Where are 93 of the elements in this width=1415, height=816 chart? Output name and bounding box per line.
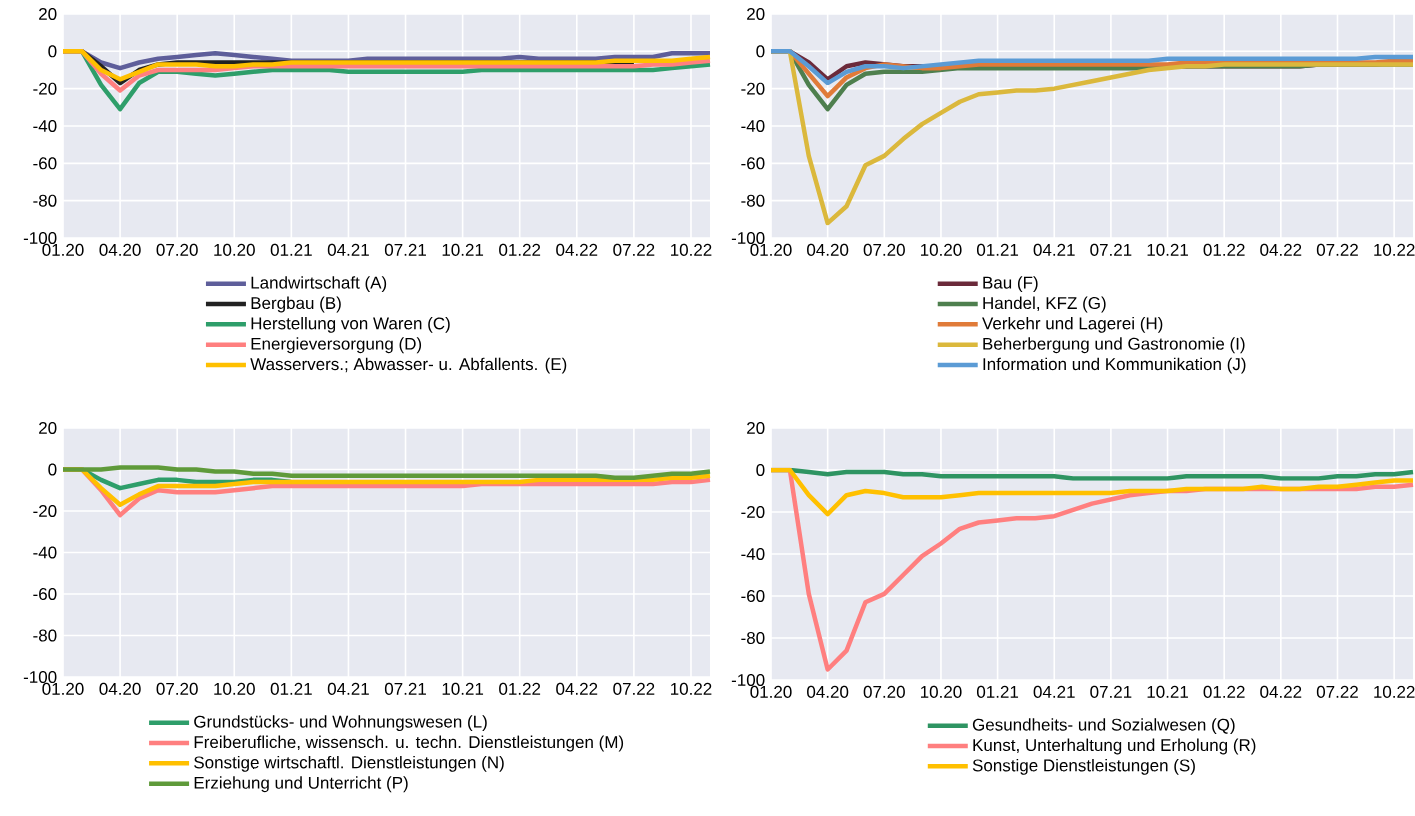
x-tick-label: 10.22 (671, 243, 712, 256)
x-tick-label: 07.21 (384, 243, 426, 256)
y-tick-label: -20 (33, 504, 57, 518)
x-tick-label: 07.20 (156, 243, 198, 256)
x-tick-label: 04.22 (1260, 243, 1302, 256)
y-tick-label: -40 (33, 119, 57, 133)
x-tick-label: 07.20 (863, 243, 905, 256)
y-tick-label: -60 (33, 157, 57, 170)
y-tick-label: -60 (741, 589, 765, 603)
x-tick-label: 10.20 (920, 243, 962, 256)
x-tick-label: 10.22 (671, 682, 712, 695)
x-tick-label: 07.22 (613, 682, 655, 695)
x-tick-label: 01.22 (499, 682, 541, 695)
legend-label: Verkehr und Lagerei (H) (982, 316, 1163, 333)
x-tick-label: 07.21 (1090, 243, 1132, 256)
x-tick-label: 07.20 (156, 682, 198, 695)
legend-label: Beherbergung und Gastronomie (I) (983, 337, 1245, 354)
y-tick-label: -80 (33, 194, 57, 207)
y-tick-label: -80 (741, 631, 765, 645)
x-tick-label: 01.22 (1203, 685, 1245, 698)
x-tick-label: 04.22 (1260, 685, 1302, 698)
legend-label: Information und Kommunikation (J) (983, 357, 1246, 374)
y-tick-label: 20 (39, 7, 57, 21)
x-tick-label: 10.21 (442, 243, 484, 256)
legend-label: Freiberufliche, wissensch. u. techn. Dienstleistungen (M) (194, 735, 624, 752)
y-tick-label: 0 (48, 45, 57, 58)
legend-label: Landwirtschaft (A) (251, 276, 387, 293)
x-tick-label: 04.20 (99, 682, 141, 695)
x-tick-label: 10.21 (1147, 685, 1188, 698)
y-tick-label: -40 (741, 547, 765, 561)
x-tick-label: 10.20 (214, 243, 255, 256)
x-tick-label: 10.22 (1374, 243, 1415, 256)
x-tick-label: 04.20 (807, 243, 849, 256)
legend-label: Herstellung von Waren (C) (251, 316, 450, 333)
y-tick-label: -20 (741, 505, 765, 519)
y-tick-label: 20 (747, 421, 765, 435)
x-tick-label: 04.21 (327, 682, 369, 695)
x-tick-label: 01.21 (270, 682, 312, 695)
y-tick-label: -20 (741, 82, 765, 95)
y-tick-label: -40 (741, 119, 765, 133)
x-tick-label: 01.20 (42, 243, 84, 256)
y-tick-label: 20 (747, 7, 765, 21)
legend-label: Wasservers.; Abwasser- u. Abfallents. (E) (250, 357, 567, 374)
legend-label: Sonstige Dienstleistungen (S) (972, 758, 1195, 775)
x-tick-label: 01.22 (499, 243, 541, 256)
legend-label: Kunst, Unterhaltung und Erholung (R) (973, 738, 1256, 755)
x-tick-label: 07.20 (863, 685, 905, 698)
legend-label: Sonstige wirtschaftl. Dienstleistungen (N) (194, 755, 504, 772)
x-tick-label: 10.22 (1374, 685, 1415, 698)
x-tick-label: 04.20 (99, 243, 141, 256)
y-tick-label: 0 (756, 45, 765, 58)
x-tick-label: 04.22 (556, 243, 598, 256)
x-tick-label: 07.21 (1090, 685, 1132, 698)
legend-label: Gesundheits- und Sozialwesen (Q) (972, 718, 1235, 735)
x-tick-label: 04.20 (807, 685, 849, 698)
x-tick-label: 01.20 (750, 243, 792, 256)
x-tick-label: 01.22 (1203, 243, 1245, 256)
y-tick-label: -60 (741, 157, 765, 170)
x-tick-label: 04.21 (1033, 243, 1075, 256)
legend-label: Bergbau (B) (251, 296, 341, 313)
y-tick-label: -100 (731, 673, 765, 687)
x-tick-label: 01.21 (976, 243, 1019, 256)
legend-label: Erziehung und Unterricht (P) (194, 776, 408, 793)
x-tick-label: 01.20 (750, 685, 792, 698)
x-tick-label: 10.20 (920, 685, 962, 698)
y-tick-label: 20 (39, 421, 57, 435)
legend-label: Handel, KFZ (G) (983, 296, 1106, 313)
legend-label: Energieversorgung (D) (251, 337, 422, 354)
x-tick-label: 04.21 (327, 243, 369, 256)
x-tick-label: 01.20 (42, 682, 84, 695)
y-tick-label: -20 (33, 82, 57, 95)
x-tick-label: 07.22 (1316, 685, 1358, 698)
x-tick-label: 04.22 (556, 682, 598, 695)
x-tick-label: 01.21 (976, 685, 1019, 698)
x-tick-label: 01.21 (270, 243, 312, 256)
x-tick-label: 04.21 (1033, 685, 1075, 698)
x-tick-label: 10.20 (214, 682, 255, 695)
y-tick-label: 0 (48, 463, 57, 476)
x-tick-label: 07.22 (1316, 243, 1358, 256)
y-tick-label: -80 (741, 194, 765, 207)
x-tick-label: 10.21 (1147, 243, 1188, 256)
x-tick-label: 07.21 (384, 682, 426, 695)
x-tick-label: 07.22 (613, 243, 655, 256)
x-tick-label: 10.21 (442, 682, 484, 695)
y-tick-label: -40 (33, 546, 57, 559)
legend-label: Bau (F) (983, 276, 1038, 293)
y-tick-label: 0 (756, 463, 765, 477)
legend-label: Grundstücks- und Wohnungswesen (L) (194, 715, 487, 732)
y-tick-label: -100 (23, 231, 57, 245)
y-tick-label: -60 (33, 587, 57, 601)
y-tick-label: -100 (23, 670, 57, 684)
y-tick-label: -100 (731, 231, 765, 245)
y-tick-label: -80 (33, 629, 57, 642)
